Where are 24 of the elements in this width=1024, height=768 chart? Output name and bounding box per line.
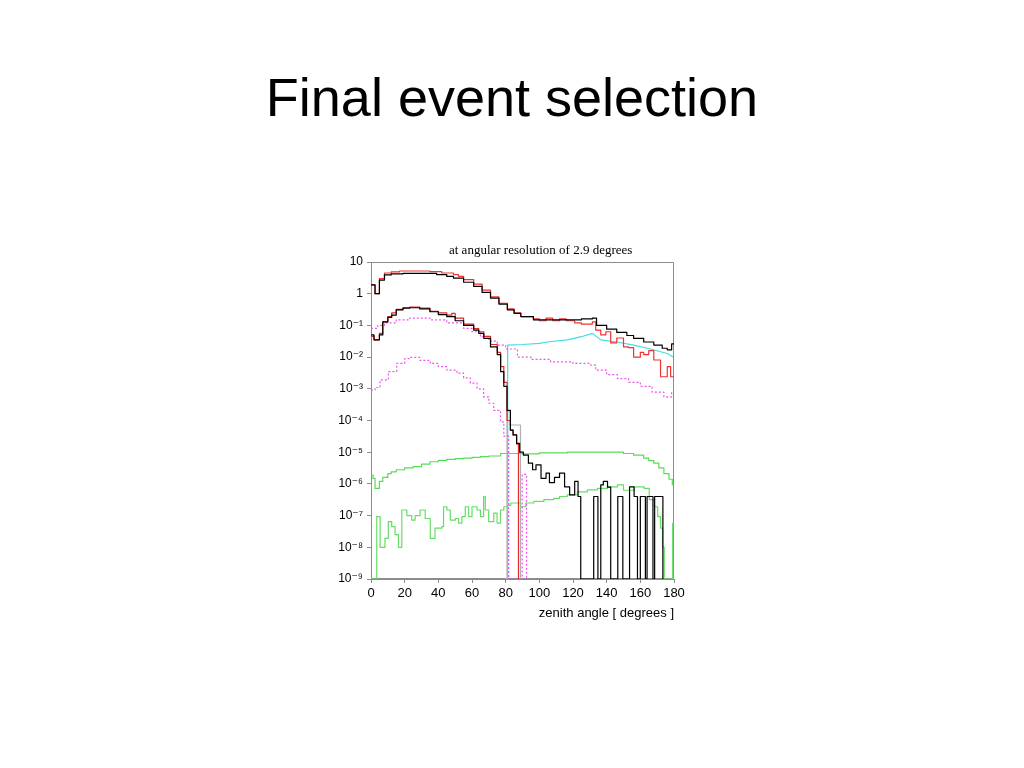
x-tick-label: 140: [595, 585, 618, 601]
y-tick-label: 10⁻⁹: [338, 571, 363, 586]
x-tick-label: 20: [397, 585, 412, 601]
y-tick-label: 10⁻¹: [339, 317, 363, 332]
y-tick-label: 10⁻⁷: [338, 507, 363, 522]
chart-title: Final event selection: [264, 67, 760, 127]
y-tick-label: 1: [356, 286, 364, 301]
y-tick-label: 10⁻⁴: [338, 412, 363, 427]
chart-subtitle: at angular resolution of 2.9 degrees: [448, 242, 633, 258]
x-axis-title: zenith angle [ degrees ]: [538, 604, 674, 620]
x-tick-label: 80: [498, 585, 513, 601]
y-tick-label: 10⁻⁸: [338, 539, 363, 554]
x-tick-label: 40: [431, 585, 446, 601]
x-tick-label: 60: [464, 585, 480, 601]
y-tick-label: 10⁻²: [339, 349, 363, 364]
x-tick-label: 160: [629, 585, 652, 601]
y-tick-label: 10: [349, 254, 364, 269]
y-tick-label: 10⁻⁵: [338, 444, 364, 459]
x-tick-label: 120: [562, 585, 584, 601]
x-tick-label: 100: [528, 585, 551, 601]
y-tick-label: 10⁻⁶: [338, 476, 364, 491]
y-tick-label: 10⁻³: [339, 381, 363, 396]
x-tick-label: 180: [663, 585, 685, 601]
x-tick-label: 0: [367, 585, 375, 601]
